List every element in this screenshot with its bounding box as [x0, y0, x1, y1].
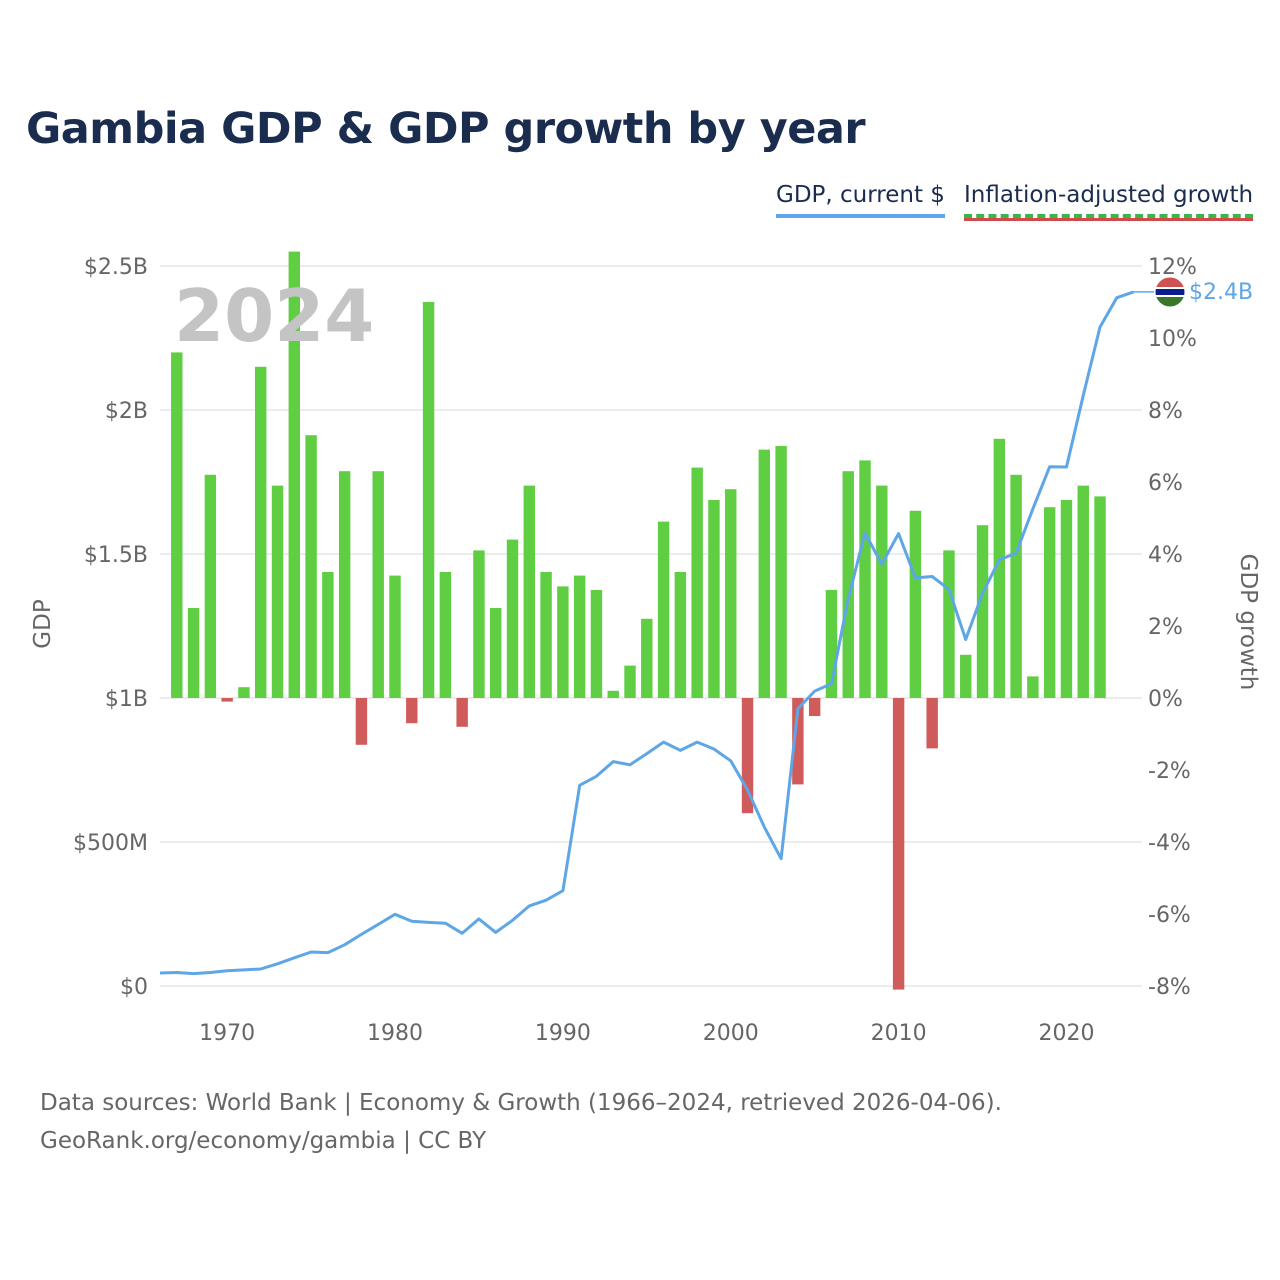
x-tick-label: 2000 [703, 1021, 759, 1046]
right-tick-label: -6% [1148, 903, 1191, 928]
footer-sources: Data sources: World Bank | Economy & Gro… [40, 1090, 1002, 1116]
gdp-end-value-label: $2.4B [1189, 280, 1253, 305]
growth-bar[interactable] [490, 608, 502, 698]
growth-bar[interactable] [1077, 485, 1089, 698]
growth-bar[interactable] [976, 525, 989, 698]
right-tick-label: -8% [1148, 975, 1191, 1000]
right-tick-label: 12% [1148, 255, 1197, 280]
right-tick-label: -2% [1148, 759, 1191, 784]
growth-bar[interactable] [439, 572, 452, 698]
left-tick-label: $0 [120, 975, 148, 1000]
current-year-label: 2024 [174, 274, 374, 358]
growth-bar[interactable] [725, 489, 737, 698]
growth-bar[interactable] [775, 446, 787, 698]
gdp-chart: 2024 $0 $500M $1B $1.5B $2B $2.5B -8% -6% -4% -2… [30, 251, 1261, 1046]
growth-bar[interactable] [1027, 676, 1039, 698]
growth-bar[interactable] [271, 485, 284, 698]
growth-bar[interactable] [473, 550, 485, 698]
growth-bar[interactable] [758, 449, 771, 698]
growth-bar[interactable] [204, 474, 217, 698]
right-tick-label: 4% [1148, 543, 1183, 568]
legend-growth[interactable]: Inflation-adjusted growth [964, 182, 1254, 218]
right-tick-label: 0% [1148, 687, 1183, 712]
growth-bar[interactable] [187, 608, 200, 698]
gambia-flag-icon [1154, 276, 1186, 308]
left-axis-title: GDP [30, 599, 56, 649]
growth-bar[interactable] [557, 586, 569, 698]
x-tick-label: 1990 [535, 1021, 591, 1046]
growth-bar[interactable] [238, 687, 250, 698]
growth-bar[interactable] [255, 366, 267, 698]
growth-bar[interactable] [876, 485, 888, 698]
growth-bar[interactable] [540, 572, 552, 698]
growth-bar[interactable] [389, 575, 401, 698]
chart-title: Gambia GDP & GDP growth by year [26, 104, 866, 154]
growth-bar[interactable] [859, 460, 871, 698]
x-tick-label: 1980 [367, 1021, 423, 1046]
growth-bar[interactable] [506, 539, 519, 698]
growth-bar[interactable] [624, 665, 636, 698]
growth-bar[interactable] [792, 698, 804, 785]
growth-bar[interactable] [338, 471, 351, 698]
growth-bar[interactable] [355, 698, 368, 745]
growth-bar[interactable] [993, 438, 1006, 698]
growth-bar[interactable] [1010, 474, 1022, 698]
growth-bar[interactable] [691, 467, 703, 698]
right-tick-label: -4% [1148, 831, 1191, 856]
growth-bar[interactable] [305, 435, 317, 698]
growth-bar[interactable] [406, 698, 418, 724]
growth-bar[interactable] [1043, 507, 1056, 698]
growth-bar[interactable] [909, 510, 922, 698]
growth-bar[interactable] [221, 698, 233, 702]
growth-bar[interactable] [641, 618, 653, 698]
growth-bar[interactable] [422, 302, 435, 698]
left-tick-label: $1B [105, 687, 148, 712]
right-tick-label: 10% [1148, 327, 1197, 352]
growth-bar[interactable] [943, 550, 955, 698]
growth-bar[interactable] [171, 352, 183, 698]
left-tick-label: $2.5B [84, 255, 148, 280]
right-tick-label: 6% [1148, 471, 1183, 496]
left-tick-label: $2B [105, 399, 148, 424]
growth-bar[interactable] [708, 500, 720, 698]
growth-bars [171, 251, 1106, 990]
growth-bar[interactable] [825, 590, 838, 698]
growth-bar[interactable] [523, 485, 536, 698]
growth-bar[interactable] [322, 572, 334, 698]
right-tick-label: 2% [1148, 615, 1183, 640]
right-axis-ticks: -8% -6% -4% -2% 0% 2% 4% 6% 8% 10% 12% [1148, 255, 1197, 1000]
growth-bar[interactable] [288, 251, 300, 698]
growth-bar[interactable] [657, 521, 670, 698]
x-tick-label: 1970 [199, 1021, 255, 1046]
growth-bar[interactable] [607, 690, 619, 698]
left-tick-label: $1.5B [84, 543, 148, 568]
left-axis-ticks: $0 $500M $1B $1.5B $2B $2.5B [73, 255, 148, 1000]
x-tick-label: 2020 [1038, 1021, 1094, 1046]
growth-bar[interactable] [456, 698, 468, 727]
growth-bar[interactable] [960, 654, 972, 698]
gdp-line [159, 290, 1135, 976]
growth-bar[interactable] [741, 698, 754, 814]
growth-bar[interactable] [573, 575, 586, 698]
growth-bar[interactable] [674, 572, 687, 698]
growth-bar[interactable] [1094, 496, 1106, 698]
growth-bar[interactable] [926, 698, 938, 749]
x-tick-label: 2010 [871, 1021, 927, 1046]
x-axis-ticks: 1970 1980 1990 2000 2010 2020 [199, 1021, 1094, 1046]
growth-bar[interactable] [372, 471, 384, 698]
footer-attribution[interactable]: GeoRank.org/economy/gambia | CC BY [40, 1128, 487, 1154]
growth-bar[interactable] [808, 698, 821, 716]
left-tick-label: $500M [73, 831, 148, 856]
growth-bar[interactable] [1060, 500, 1073, 698]
legend-gdp[interactable]: GDP, current $ [776, 182, 945, 218]
growth-bar[interactable] [892, 698, 905, 990]
growth-bar[interactable] [842, 471, 854, 698]
right-tick-label: 8% [1148, 399, 1183, 424]
right-axis-title: GDP growth [1235, 554, 1261, 691]
growth-bar[interactable] [590, 590, 603, 698]
